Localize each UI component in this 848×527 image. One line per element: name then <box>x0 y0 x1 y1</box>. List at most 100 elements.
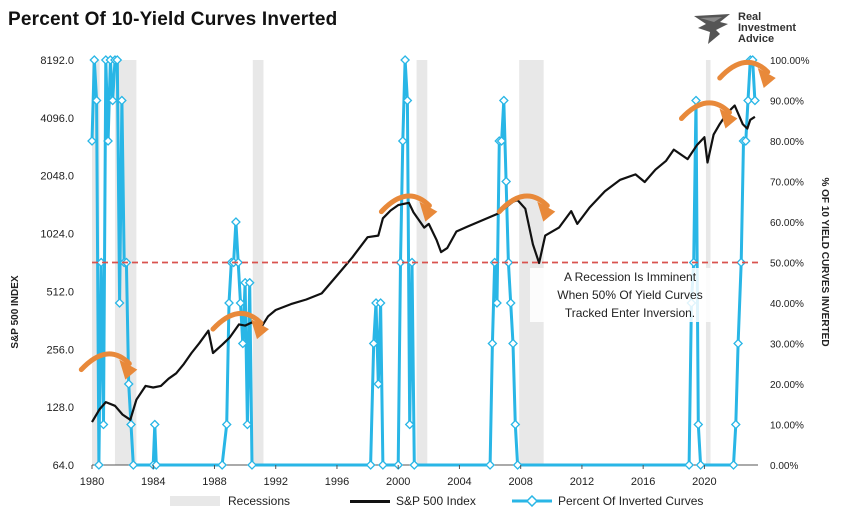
left-tick-label: 8192.0 <box>40 55 74 67</box>
legend-label-percent: Percent Of Inverted Curves <box>558 494 704 508</box>
left-tick-label: 1024.0 <box>40 229 74 241</box>
percent-point <box>512 460 523 470</box>
percent-point <box>96 257 107 268</box>
percent-point <box>501 176 512 187</box>
percent-point <box>123 379 134 389</box>
x-tick-label: 2004 <box>447 476 471 488</box>
recession-band <box>416 60 428 465</box>
percent-point <box>496 136 507 146</box>
percent-point <box>510 419 521 430</box>
percent-point <box>237 338 248 349</box>
percent-point <box>224 298 234 308</box>
legend-label-recessions: Recessions <box>228 494 291 508</box>
peak-arrow <box>78 351 132 373</box>
left-axis: 64.0 128.0 256.0 512.0 1024.0 2048.0 4096.0 819… <box>40 55 74 472</box>
left-tick-label: 128.0 <box>46 402 74 414</box>
percent-point <box>400 55 411 65</box>
legend-item-percent: Percent Of Inverted Curves <box>510 494 703 508</box>
percent-point <box>743 95 753 106</box>
percent-point <box>505 298 516 308</box>
percent-point <box>508 338 518 349</box>
right-tick-label: 80.00% <box>770 137 804 148</box>
percent-point <box>242 419 253 430</box>
peak-arrow <box>378 193 432 215</box>
legend: Recessions S&P 500 Index Percent Of Inve… <box>170 494 770 512</box>
legend-label-sp500: S&P 500 Index <box>396 494 476 508</box>
percent-point <box>375 298 386 308</box>
percent-line <box>90 58 757 467</box>
percent-point <box>397 136 408 146</box>
x-tick-label: 1984 <box>141 476 165 488</box>
percent-series <box>87 55 760 470</box>
percent-point <box>89 55 100 65</box>
right-tick-label: 100.00% <box>770 56 810 67</box>
percent-point <box>107 95 118 106</box>
percent-point <box>217 460 228 470</box>
percent-point <box>221 419 232 430</box>
x-tick-label: 1980 <box>80 476 104 488</box>
percent-point <box>695 460 706 470</box>
x-tick-label: 1992 <box>263 476 287 488</box>
peak-arrow <box>717 60 771 81</box>
left-tick-label: 512.0 <box>46 286 74 298</box>
percent-point <box>684 460 695 470</box>
percent-point <box>750 95 760 106</box>
percent-point <box>151 460 162 470</box>
percent-point <box>247 460 257 470</box>
peak-arrow <box>496 193 550 215</box>
legend-item-recessions: Recessions <box>170 494 290 508</box>
percent-point <box>409 460 420 470</box>
right-tick-label: 0.00% <box>770 461 798 472</box>
arrows-layer <box>78 60 776 380</box>
annotation-line3: Tracked Enter Inversion. <box>564 306 696 320</box>
peak-arrow <box>678 100 732 121</box>
logo <box>690 10 810 50</box>
percent-point <box>126 419 136 430</box>
percent-point <box>244 277 255 288</box>
sp500-series <box>91 104 756 423</box>
percent-point <box>736 257 747 268</box>
peak-arrow <box>210 311 264 332</box>
legend-swatch-sp500 <box>350 499 390 503</box>
left-tick-label: 256.0 <box>46 344 74 356</box>
percent-point <box>233 257 244 268</box>
x-axis: 1980 1984 1988 1992 1996 2000 2004 2008 2012 2016… <box>80 465 717 488</box>
percent-point <box>230 217 241 227</box>
percent-point <box>377 460 388 470</box>
x-tick-label: 2020 <box>692 476 716 488</box>
peak-arrow-head <box>719 108 738 129</box>
logo-line3: Advice <box>738 33 775 45</box>
recession-annotation: A Recession Is Imminent When 50% Of Yiel… <box>530 268 730 322</box>
x-tick-label: 2012 <box>570 476 594 488</box>
x-tick-label: 2016 <box>631 476 655 488</box>
percent-point <box>503 257 514 268</box>
x-tick-label: 2008 <box>508 476 532 488</box>
x-tick-label: 1996 <box>325 476 349 488</box>
x-tick-label: 2000 <box>386 476 410 488</box>
logo-text: Real Investment Advice <box>738 12 796 45</box>
peak-arrow-head <box>250 319 269 340</box>
legend-swatch-recessions <box>170 496 220 506</box>
percent-point <box>693 419 704 430</box>
percent-point <box>87 136 97 146</box>
right-axis-title: % OF 10 YIELD CURVES INVERTED <box>819 177 830 346</box>
right-axis: 0.00% 10.00% 20.00% 30.00% 40.00% 50.00% 60.00… <box>770 56 810 472</box>
percent-point <box>492 298 502 308</box>
annotation-line1: A Recession Is Imminent <box>563 270 697 284</box>
right-tick-label: 90.00% <box>770 97 804 108</box>
left-tick-label: 64.0 <box>53 460 74 472</box>
percent-point <box>93 460 104 470</box>
left-axis-title: S&P 500 INDEX <box>10 275 21 349</box>
percent-point <box>235 298 246 308</box>
annotation-line2: When 50% Of Yield Curves <box>557 288 703 302</box>
percent-point <box>407 257 417 268</box>
peak-arrow-head <box>119 359 138 380</box>
left-tick-label: 2048.0 <box>40 171 74 183</box>
percent-point <box>98 419 109 430</box>
right-tick-label: 30.00% <box>770 340 804 351</box>
percent-point <box>730 419 741 430</box>
legend-item-sp500: S&P 500 Index <box>350 494 476 508</box>
right-tick-label: 20.00% <box>770 380 804 391</box>
right-tick-label: 60.00% <box>770 218 804 229</box>
